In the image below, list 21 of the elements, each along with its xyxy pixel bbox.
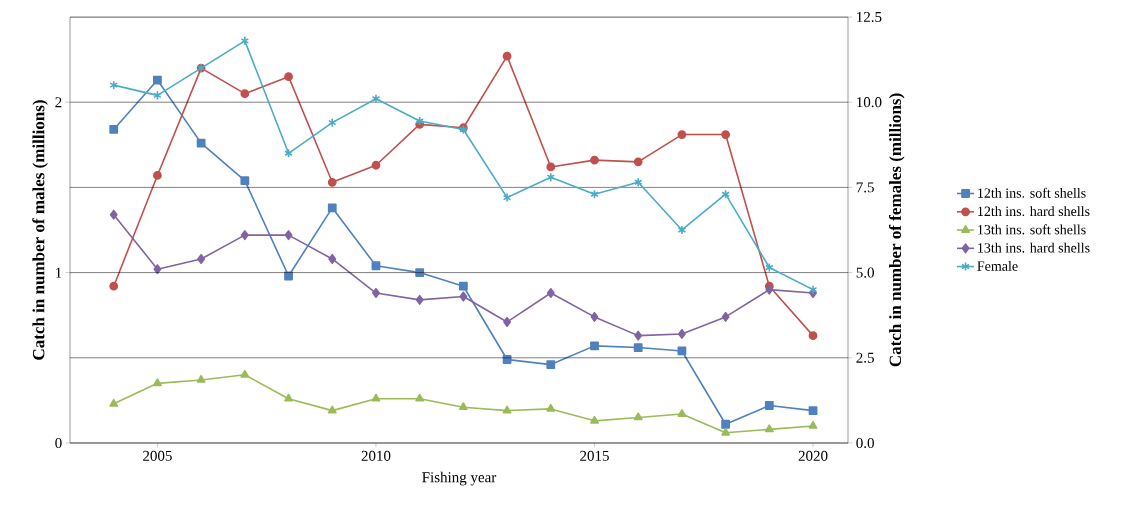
x-axis-title: Fishing year (422, 471, 497, 486)
x-tick-label: 2020 (798, 450, 828, 461)
legend-label: 13th ins. hard shells (978, 242, 1090, 253)
y2-tick-label: 5.0 (856, 267, 874, 278)
legend-label: 13th ins. soft shells (978, 224, 1086, 235)
y2-tick-label: 10.0 (857, 97, 882, 108)
y2-axis-title: Catch in number of females (millions) (888, 93, 905, 367)
y-tick-label: 0 (55, 437, 62, 449)
x-tick-label: 2015 (580, 450, 609, 461)
y2-tick-label: 12.5 (857, 11, 882, 23)
y2-tick-label: 2.5 (856, 352, 874, 363)
y-tick-label: 2 (55, 97, 62, 108)
y-tick-label: 1 (56, 267, 62, 278)
y-axis-title: Catch in number of males (millions) (32, 100, 48, 360)
y2-tick-label: 0.0 (856, 437, 874, 449)
x-tick-label: 2005 (143, 450, 172, 461)
legend-label: 12th ins. soft shells (978, 187, 1086, 198)
legend-label: Female (977, 260, 1018, 271)
y2-tick-label: 7.5 (856, 182, 874, 193)
x-tick-label: 2010 (361, 450, 391, 461)
legend-label: 12th ins. hard shells (978, 206, 1090, 217)
